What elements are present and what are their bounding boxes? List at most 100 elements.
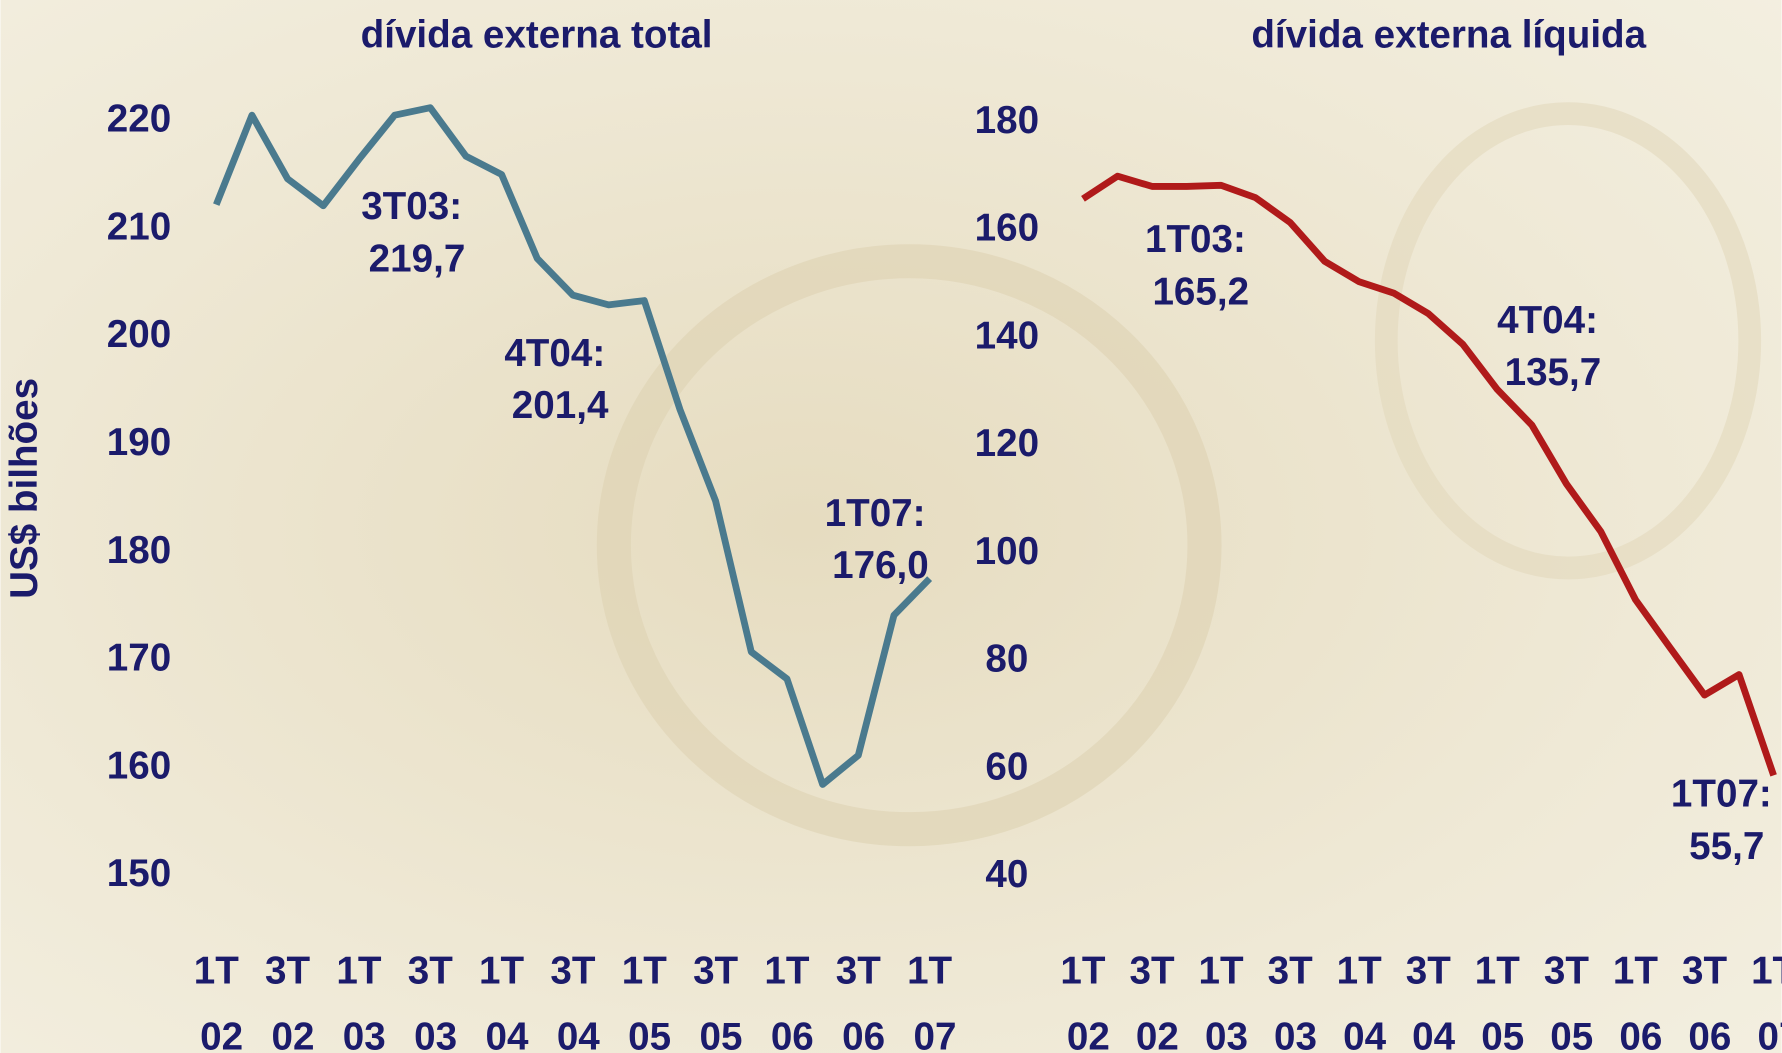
line-2: 06 — [1609, 1016, 1663, 1053]
line-2: 03 — [1194, 1016, 1248, 1053]
line-1: 3T — [1682, 950, 1727, 993]
x-tick-label: 1T 04 — [475, 950, 529, 1053]
annotation: 1T03: 165,2 — [1142, 218, 1249, 313]
line-1: 1T — [1613, 950, 1658, 993]
y-tick-label: 120 — [975, 422, 1039, 465]
line-2: 07 — [903, 1016, 957, 1053]
line-1: 3T — [408, 950, 453, 993]
y-tick-label: 40 — [985, 853, 1028, 896]
line-1: 1T — [479, 950, 524, 993]
line-1: 1T07: — [825, 492, 926, 535]
annotation: 3T03: 219,7 — [358, 185, 465, 280]
line-2: 06 — [760, 1016, 814, 1053]
line-2: 02 — [1056, 1016, 1110, 1053]
y-axis-label: US$ bilhões — [3, 378, 46, 599]
x-tick-label: 3T 05 — [1540, 950, 1594, 1053]
x-tick-label: 1T 05 — [1471, 950, 1525, 1053]
line-1: 4T04: — [504, 332, 605, 375]
line-1: 4T04: — [1497, 299, 1598, 342]
line-2: 03 — [332, 1016, 386, 1053]
x-tick-label: 1T 06 — [1609, 950, 1663, 1053]
y-tick-label: 160 — [975, 207, 1039, 250]
line-2: 219,7 — [358, 237, 465, 280]
line-2: 04 — [1401, 1016, 1455, 1053]
line-2: 02 — [1125, 1016, 1179, 1053]
x-tick-label: 3T 06 — [831, 950, 885, 1053]
line-2: 04 — [546, 1016, 600, 1053]
x-tick-label: 1T 03 — [332, 950, 386, 1053]
line-1: 1T — [1475, 950, 1520, 993]
x-tick-label: 1T 03 — [1194, 950, 1248, 1053]
data-line — [1081, 172, 1777, 777]
line-2: 06 — [1678, 1016, 1732, 1053]
line-2: 03 — [403, 1016, 457, 1053]
y-tick-label: 180 — [975, 99, 1039, 142]
line-1: 1T — [1337, 950, 1382, 993]
line-2: 07 — [1747, 1016, 1782, 1053]
y-tick-label: 140 — [975, 314, 1039, 357]
line-1: 1T — [1199, 950, 1244, 993]
y-tick-label: 220 — [107, 98, 171, 141]
x-tick-label: 1T 06 — [760, 950, 814, 1053]
x-tick-label: 3T 02 — [261, 950, 315, 1053]
line-1: 1T — [907, 950, 952, 993]
x-tick-label: 3T 05 — [689, 950, 743, 1053]
x-tick-label: 1T 07 — [1747, 950, 1782, 1053]
y-tick-label: 200 — [107, 313, 171, 356]
line-1: 1T — [622, 950, 667, 993]
line-2: 165,2 — [1142, 270, 1249, 313]
annotation: 1T07: 176,0 — [821, 492, 928, 587]
line-1: 3T — [1268, 950, 1313, 993]
line-1: 3T — [836, 950, 881, 993]
x-tick-label: 3T 06 — [1678, 950, 1732, 1053]
line-1: 3T — [265, 950, 310, 993]
x-tick-label: 1T 07 — [903, 950, 957, 1053]
line-1: 3T — [1544, 950, 1589, 993]
line-1: 3T03: — [361, 185, 462, 228]
y-tick-label: 100 — [975, 530, 1039, 573]
watermark — [1374, 102, 1762, 580]
y-tick-label: 210 — [107, 205, 171, 248]
x-tick-label: 3T 03 — [1263, 950, 1317, 1053]
y-tick-label: 80 — [985, 638, 1028, 681]
line-1: 3T — [550, 950, 595, 993]
x-tick-label: 1T 05 — [617, 950, 671, 1053]
y-tick-label: 160 — [107, 744, 171, 787]
line-2: 201,4 — [501, 384, 609, 427]
y-tick-label: 190 — [107, 421, 171, 464]
line-2: 03 — [1263, 1016, 1317, 1053]
annotation: 4T04: 135,7 — [1494, 299, 1601, 394]
x-tick-label: 3T 03 — [403, 950, 457, 1053]
line-2: 05 — [689, 1016, 743, 1053]
line-2: 04 — [1332, 1016, 1386, 1053]
line-1: 1T03: — [1145, 218, 1246, 261]
line-1: 1T — [1060, 950, 1105, 993]
annotation: 1T07: 55,7 — [1671, 773, 1772, 868]
y-tick-label: 180 — [107, 529, 171, 572]
line-2: 05 — [1540, 1016, 1594, 1053]
chart-title: dívida externa líquida — [1251, 14, 1646, 57]
y-tick-label: 170 — [107, 637, 171, 680]
line-1: 3T — [1406, 950, 1451, 993]
line-2: 04 — [475, 1016, 529, 1053]
line-2: 176,0 — [821, 544, 928, 587]
line-2: 06 — [831, 1016, 885, 1053]
x-tick-label: 3T 02 — [1125, 950, 1179, 1053]
line-2: 55,7 — [1678, 825, 1764, 868]
x-tick-label: 1T 02 — [189, 950, 243, 1053]
x-tick-label: 3T 04 — [546, 950, 600, 1053]
line-1: 3T — [1130, 950, 1175, 993]
line-1: 1T07: — [1671, 773, 1772, 816]
annotation: 4T04: 201,4 — [501, 332, 609, 427]
x-tick-label: 1T 02 — [1056, 950, 1110, 1053]
line-1: 1T — [336, 950, 381, 993]
chart-title: dívida externa total — [361, 14, 713, 57]
line-1: 1T — [194, 950, 239, 993]
line-2: 05 — [617, 1016, 671, 1053]
line-1: 3T — [693, 950, 738, 993]
line-2: 02 — [189, 1016, 243, 1053]
y-tick-label: 60 — [985, 745, 1028, 788]
